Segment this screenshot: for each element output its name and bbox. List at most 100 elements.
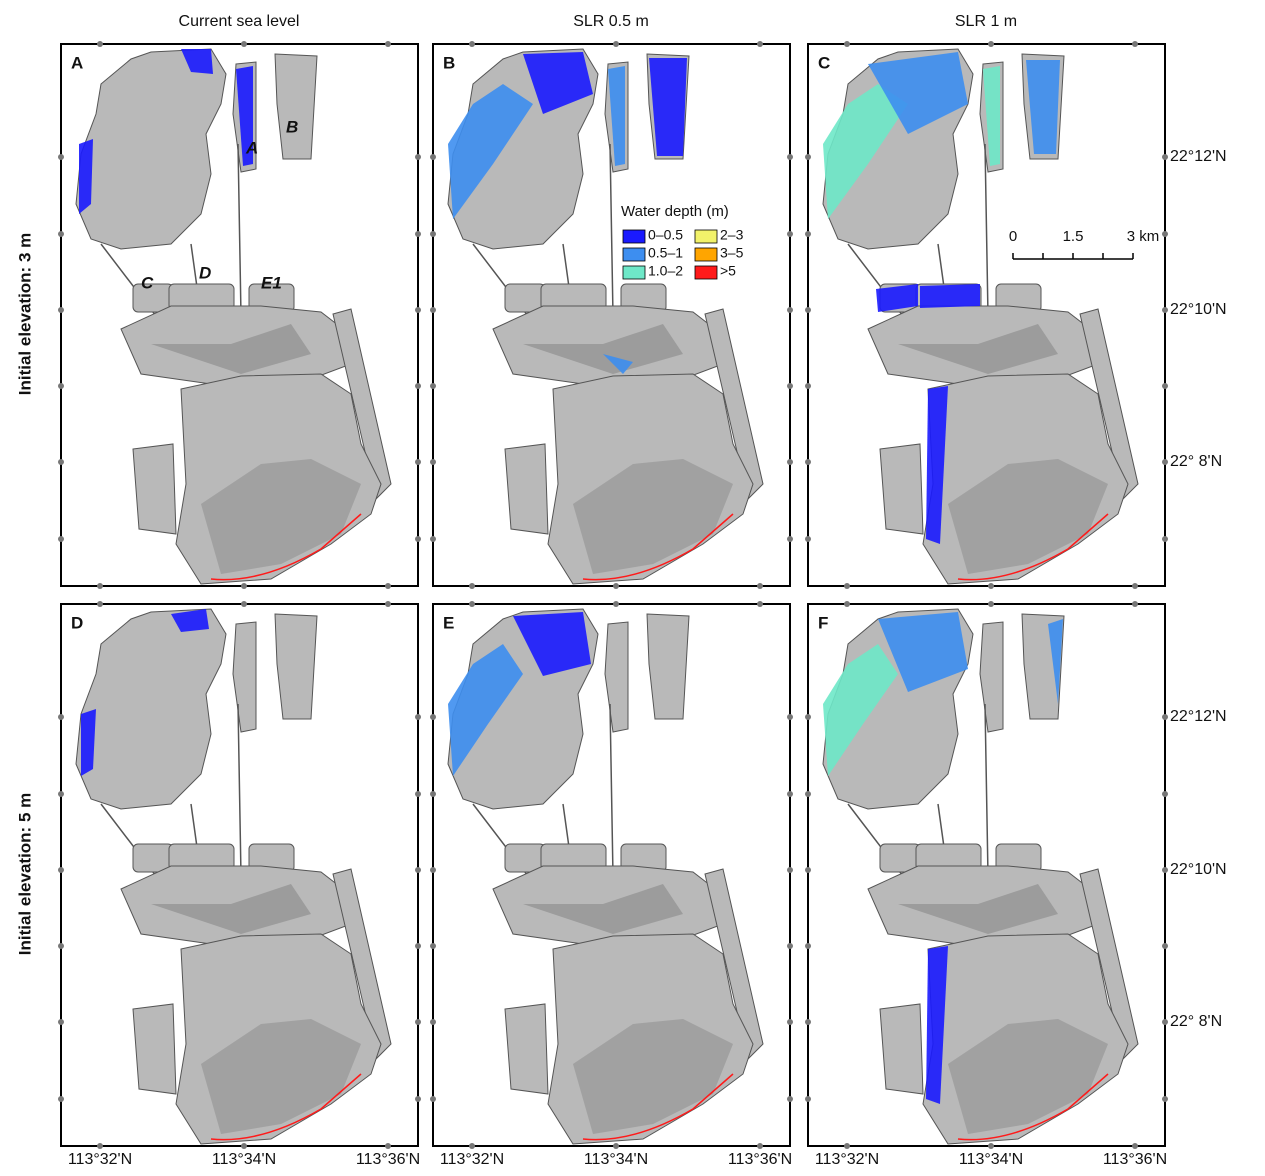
tick [787,1019,793,1025]
region-label: C [141,273,154,292]
tick [469,583,475,589]
tick [1162,154,1168,160]
tick [415,943,421,949]
tick [415,1019,421,1025]
tick [241,601,247,607]
tick [58,867,64,873]
tick [844,583,850,589]
lat-label: 22°12'N [1170,148,1227,165]
tick [787,307,793,313]
lon-label: 113°36'N [1103,1151,1167,1168]
tick [844,41,850,47]
legend-label: 2–3 [720,227,744,243]
panel-letter: D [71,613,83,632]
tick [415,536,421,542]
tick [1162,1019,1168,1025]
region-label: A [245,138,258,157]
tick [415,307,421,313]
tick [97,583,103,589]
tick [1162,459,1168,465]
tick [430,231,436,237]
row-title: Initial elevation: 3 m [15,233,34,396]
tick [415,459,421,465]
region-label: E1 [261,273,282,292]
tick [430,307,436,313]
figure: Current sea levelSLR 0.5 mSLR 1 mInitial… [0,0,1265,1171]
map-panel: C [805,41,1168,589]
legend-swatch [623,230,645,243]
scale-label: 3 km [1127,228,1160,245]
tick [415,1096,421,1102]
legend-swatch [695,230,717,243]
tick [415,867,421,873]
tick [385,41,391,47]
flood-area [920,284,980,308]
lon-label: 113°36'N [356,1151,420,1168]
tick [1162,307,1168,313]
legend-title: Water depth (m) [621,203,729,220]
legend-label: 0–0.5 [648,227,683,243]
lat-label: 22°10'N [1170,301,1227,318]
tick [805,536,811,542]
tick [988,583,994,589]
legend-swatch [623,266,645,279]
tick [844,601,850,607]
tick [58,231,64,237]
tick [805,791,811,797]
lat-label: 22°10'N [1170,861,1227,878]
tick [469,41,475,47]
tick [1162,943,1168,949]
region-label: B [286,117,298,136]
map-panel: D [58,601,421,1149]
tick [415,383,421,389]
tick [805,154,811,160]
tick [58,791,64,797]
tick [613,41,619,47]
tick [1162,714,1168,720]
lon-label: 113°32'N [68,1151,132,1168]
tick [787,154,793,160]
tick [430,714,436,720]
tick [58,943,64,949]
tick [97,41,103,47]
tick [1162,383,1168,389]
tick [613,601,619,607]
lon-label: 113°36'N [728,1151,792,1168]
tick [58,1019,64,1025]
tick [613,583,619,589]
panel-letter: C [818,53,830,72]
map-panel: A [58,41,421,589]
column-title: Current sea level [179,13,300,30]
legend-swatch [695,248,717,261]
tick [430,1096,436,1102]
tick [415,714,421,720]
scale-label: 1.5 [1063,228,1084,245]
lon-label: 113°34'N [212,1151,276,1168]
tick [1132,1143,1138,1149]
lon-label: 113°32'N [440,1151,504,1168]
tick [58,459,64,465]
tick [58,536,64,542]
tick [988,41,994,47]
region-label: D [199,263,211,282]
tick [787,383,793,389]
tick [241,1143,247,1149]
tick [97,601,103,607]
legend-label: 0.5–1 [648,245,683,261]
tick [844,1143,850,1149]
tick [787,867,793,873]
lat-label: 22° 8'N [1170,453,1222,470]
tick [58,307,64,313]
tick [805,231,811,237]
tick [757,583,763,589]
tick [787,459,793,465]
tick [1132,583,1138,589]
tick [1162,231,1168,237]
legend-label: >5 [720,263,736,279]
tick [58,154,64,160]
tick [415,231,421,237]
legend-label: 3–5 [720,245,744,261]
lat-label: 22°12'N [1170,708,1227,725]
tick [1162,1096,1168,1102]
tick [805,867,811,873]
